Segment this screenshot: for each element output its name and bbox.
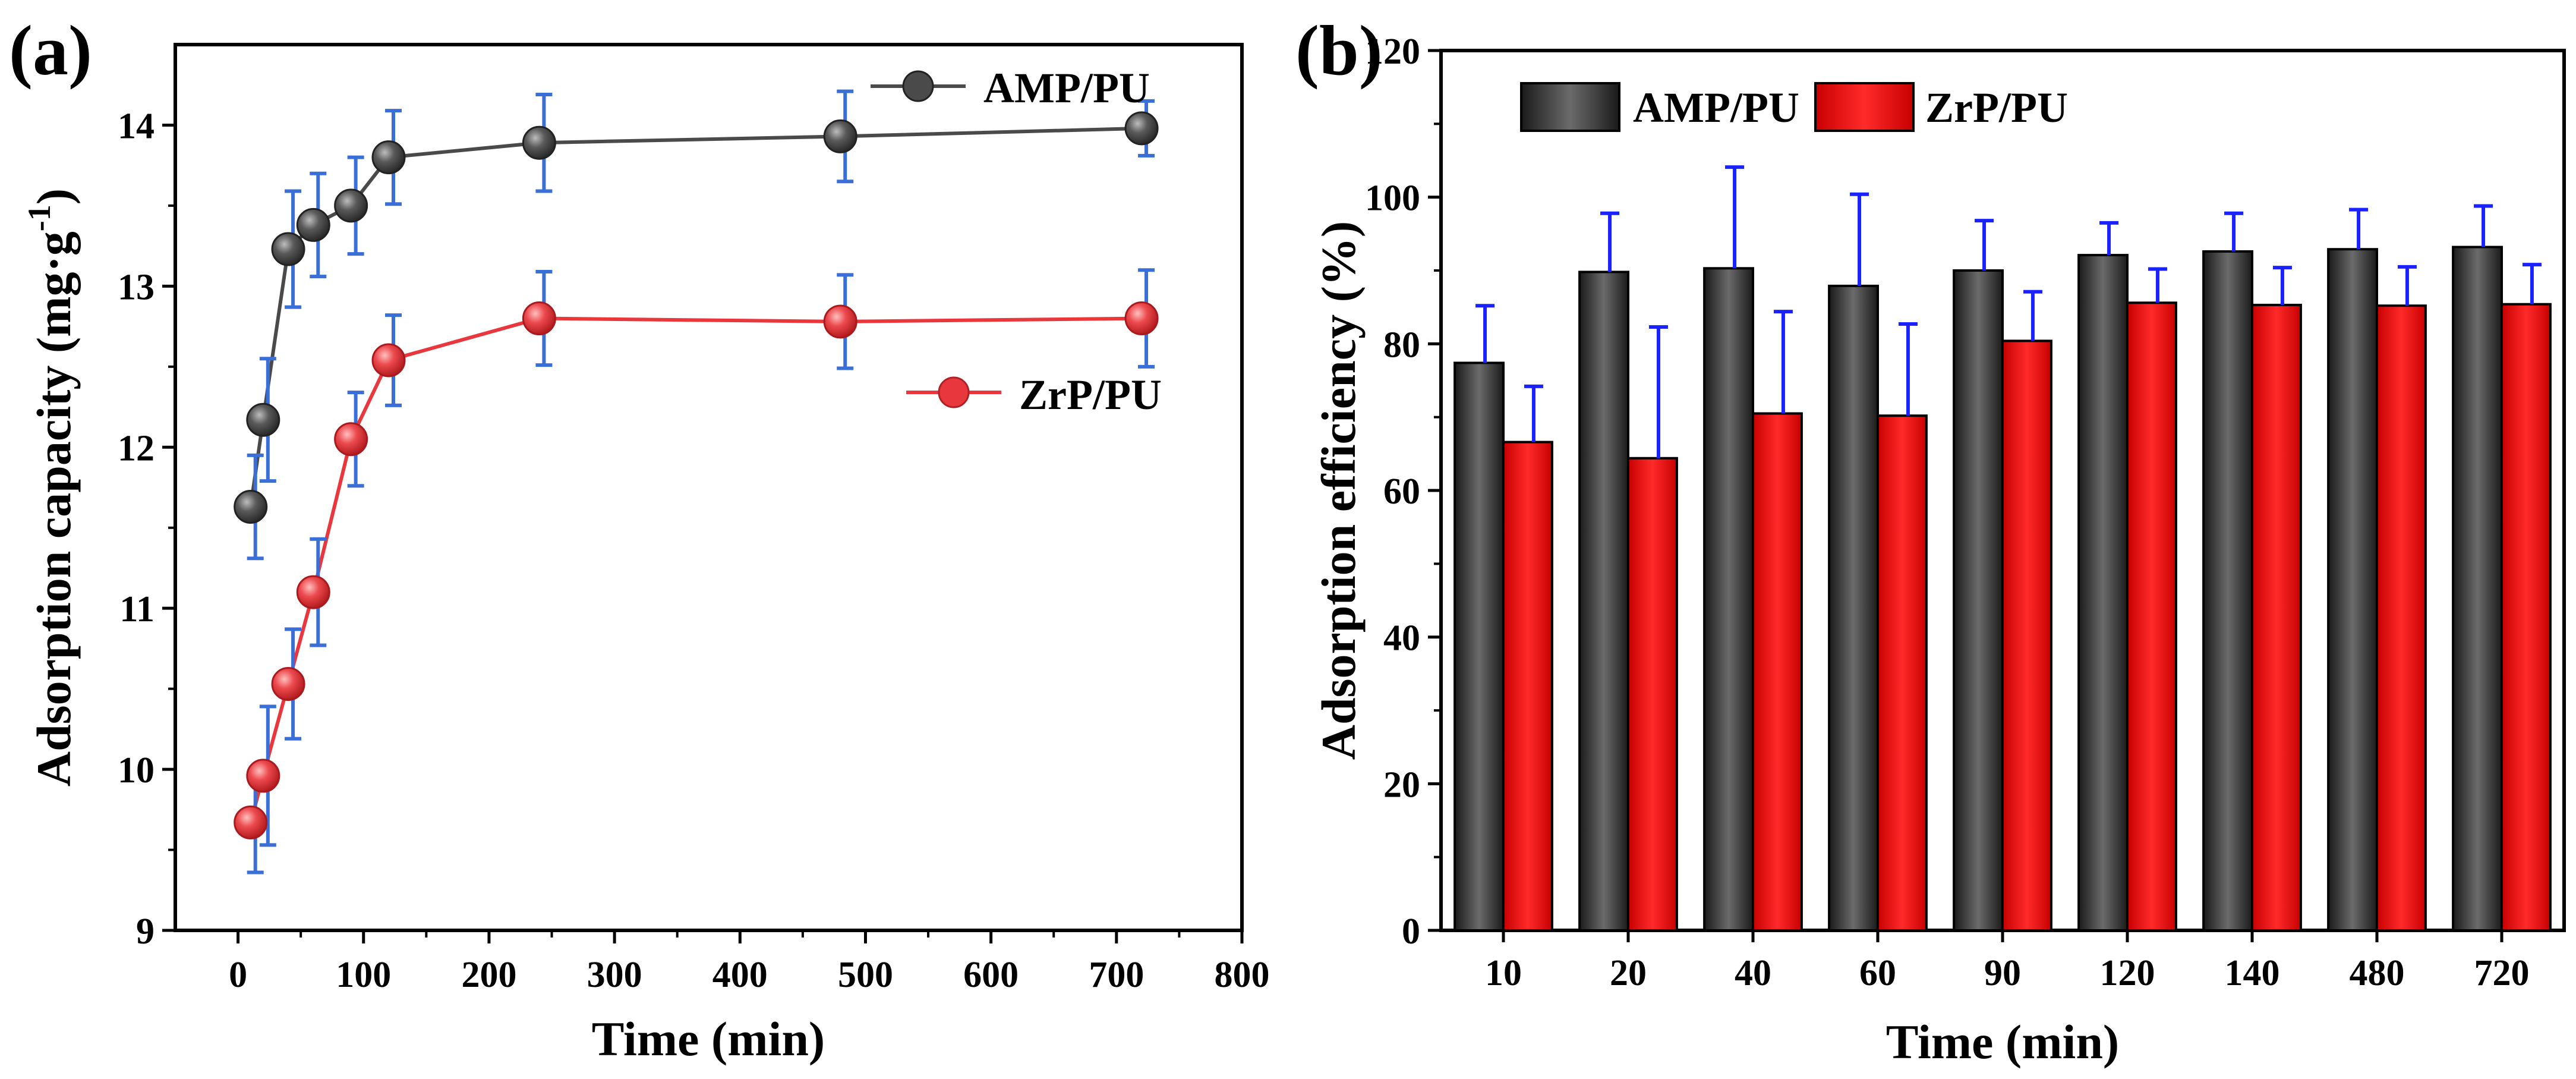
series-zrp-pu [234,268,1159,874]
data-point [522,301,556,336]
panel-b-x-tick-label: 720 [2474,953,2530,993]
series-line [248,316,1142,823]
panel-a-plot-frame [174,43,1244,932]
panel-a-x-tick-label: 500 [838,955,893,995]
data-point [271,667,305,701]
panel-a-y-axis-label: Adsorption capacity (mg·g-1) [21,188,81,787]
panel-b-bars [1453,165,2552,932]
bar-amp-pu [2452,246,2504,932]
panel-a-y-tick-label: 14 [118,106,155,146]
panel-b-y-tick-label: 80 [1383,325,1420,365]
panel-a-y-tick-label: 13 [118,267,155,307]
data-point [234,490,268,524]
bar-zrp-pu [2001,339,2052,932]
panel-a-y-tick-label: 9 [136,911,155,952]
panel-a-x-tick-label: 100 [336,955,391,995]
bar-amp-pu [2327,248,2379,932]
data-point [334,422,368,457]
panel-a-series [234,89,1159,874]
legend-zrp-pu-bar-label: ZrP/PU [1925,84,2068,131]
panel-a-y-tick-label: 12 [118,428,155,468]
data-point [296,207,330,242]
panel-a-x-tick-label: 600 [963,955,1019,995]
panel-b-x-tick-label: 90 [1984,953,2021,993]
legend-amp-pu-marker [902,70,934,102]
data-point [271,232,305,266]
panel-a-x-tick-label: 0 [229,955,247,995]
panel-a-x-tick-label: 300 [587,955,642,995]
panel-b-x-tick-label: 480 [2350,953,2405,993]
panel-b-y-tick-label: 40 [1383,618,1420,659]
data-point [823,304,857,339]
panel-a-x-tick-label: 200 [461,955,516,995]
bar-amp-pu [1578,270,1630,932]
bar-zrp-pu [2126,301,2177,932]
bar-amp-pu [1453,361,1505,932]
bar-zrp-pu [2376,304,2427,932]
bar-zrp-pu [1502,441,1553,932]
data-point [234,805,268,839]
panel-a-x-tick-label: 400 [712,955,768,995]
panel-a-y-tick-label: 11 [119,589,155,630]
bar-zrp-pu [1752,412,1803,932]
series-amp-pu [234,89,1159,561]
bar-amp-pu [1953,269,2004,932]
panel-b-y-tick-label: 100 [1365,178,1420,219]
bar-amp-pu [2202,250,2254,932]
panel-b-y-tick-label: 20 [1383,765,1420,805]
panel-a-legend: AMP/PU ZrP/PU [871,64,1162,419]
bar-amp-pu [1828,284,1880,932]
legend-zrp-pu-label: ZrP/PU [1019,371,1162,419]
panel-b-x-tick-label: 140 [2225,953,2280,993]
panel-b-x-tick-label: 20 [1610,953,1647,993]
panel-b-y-axis-label: Adsorption efficiency (%) [1311,221,1366,760]
panel-a-y-ticks: 9 10 11 12 13 14 [118,106,175,952]
panel-a: (a) 0 100 200 300 400 500 600 700 800 9 10 11 12 13 1… [9,11,1270,1066]
data-point [371,140,406,175]
data-point [522,125,556,160]
bar-amp-pu [1703,267,1755,932]
panel-a-x-tick-label: 700 [1089,955,1144,995]
legend-zrp-pu-swatch [1814,82,1915,132]
bar-zrp-pu [1627,457,1678,932]
panel-b-x-ticks: 10 20 40 60 90 120 140 480 720 [1485,930,2530,993]
data-point [334,188,368,223]
bar-amp-pu [2077,254,2129,932]
panel-b: (b) 0 20 40 60 80 100 120 10 20 40 60 90 120 140 480 7… [1295,11,2566,1069]
panel-b-x-tick-label: 120 [2100,953,2155,993]
panel-b-x-tick-label: 10 [1485,953,1522,993]
data-point [1124,301,1159,336]
panel-b-x-tick-label: 40 [1735,953,1771,993]
legend-amp-pu-bar-label: AMP/PU [1633,84,1799,131]
panel-b-y-tick-label: 120 [1365,32,1420,72]
legend-amp-pu-swatch [1520,82,1620,132]
panel-a-label: (a) [9,11,92,90]
panel-b-legend: AMP/PU ZrP/PU [1520,82,2068,132]
data-point [1124,111,1159,146]
data-point [296,575,330,609]
panel-b-y-ticks: 0 20 40 60 80 100 120 [1365,32,1441,952]
panel-a-x-ticks: 0 100 200 300 400 500 600 700 800 [229,930,1270,995]
panel-b-x-axis-label: Time (min) [1886,1015,2120,1069]
panel-b-x-tick-label: 60 [1859,953,1896,993]
legend-amp-pu-label: AMP/PU [983,64,1150,112]
bar-zrp-pu [1877,414,1928,932]
panel-a-x-axis-label: Time (min) [592,1012,825,1066]
panel-a-y-tick-label: 10 [118,750,155,791]
data-point [246,759,280,793]
series-line [248,126,1142,507]
data-point [823,119,857,153]
data-point [371,343,406,378]
data-point [246,402,280,437]
panel-a-x-tick-label: 800 [1215,955,1270,995]
panel-b-y-tick-label: 60 [1383,471,1420,512]
panel-b-y-tick-label: 0 [1402,911,1420,952]
bar-zrp-pu [2501,303,2552,932]
legend-zrp-pu-marker [938,376,970,408]
panel-b-label: (b) [1295,11,1383,90]
bar-zrp-pu [2251,303,2302,932]
